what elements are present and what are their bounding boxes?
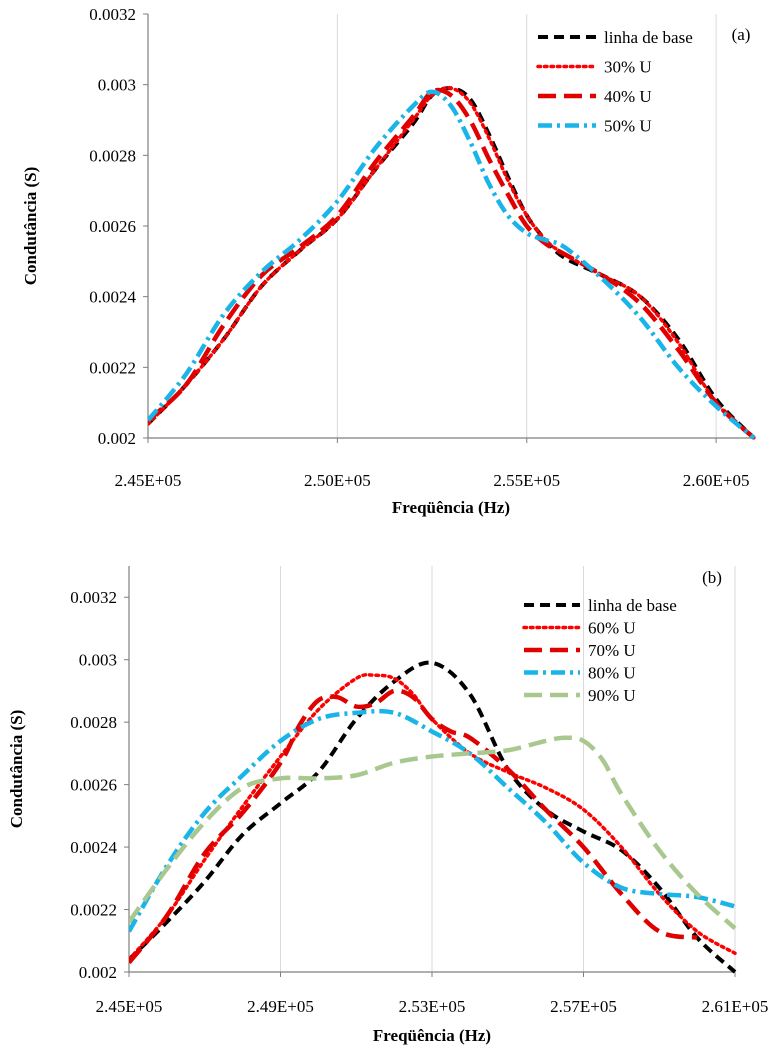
chart-panel-b: 0.002 0.0022 0.0024 0.0026 0.0028 0.003 0.0032… [7, 566, 768, 1045]
x-tick-label: 2.50E+05 [304, 471, 371, 490]
x-tick-label: 2.61E+05 [702, 997, 769, 1016]
y-tick-label: 0.0028 [89, 146, 136, 165]
y-tick-label: 0.0026 [89, 217, 136, 236]
panel-label: (b) [702, 568, 722, 587]
series-line-30pct-u [148, 86, 756, 440]
x-axis-title: Freqüência (Hz) [373, 1026, 491, 1045]
series-line-linha-de-base [148, 86, 756, 440]
legend-label: 30% U [604, 58, 652, 77]
y-tick-label: 0.002 [79, 963, 117, 982]
x-tick-label: 2.45E+05 [96, 997, 163, 1016]
y-tick-label: 0.0032 [70, 588, 117, 607]
y-axis-title: Condutância (S) [21, 167, 40, 286]
y-tick-label: 0.0022 [89, 358, 136, 377]
y-tick-label: 0.0022 [70, 901, 117, 920]
x-tick-label: 2.60E+05 [683, 471, 750, 490]
series-line-80pct-u [129, 708, 736, 933]
legend-label: 70% U [588, 641, 636, 660]
x-tick-label: 2.49E+05 [247, 997, 314, 1016]
y-tick-label: 0.002 [98, 429, 136, 448]
legend-label: 90% U [588, 686, 636, 705]
series-line-60pct-u [129, 672, 737, 962]
y-tick-label: 0.003 [79, 651, 117, 670]
x-tick-label: 2.55E+05 [493, 471, 560, 490]
y-tick-label: 0.0028 [70, 713, 117, 732]
y-axis-title: Condutância (S) [7, 710, 26, 829]
chart-panel-a: 0.002 0.0022 0.0024 0.0026 0.0028 0.003 0.0032… [21, 5, 756, 517]
y-tick-label: 0.0024 [89, 288, 136, 307]
panel-label: (a) [732, 25, 751, 44]
y-tick-label: 0.0024 [70, 838, 117, 857]
x-tick-label: 2.45E+05 [115, 471, 182, 490]
legend-label: linha de base [604, 28, 693, 47]
legend-label: 60% U [588, 619, 636, 638]
y-tick-label: 0.0026 [70, 776, 117, 795]
series-line-70pct-u [129, 688, 698, 965]
legend-label: linha de base [588, 596, 677, 615]
x-axis-title: Freqüência (Hz) [392, 498, 510, 517]
series-line-50pct-u [148, 89, 756, 440]
series-line-40pct-u [148, 87, 756, 440]
x-tick-label: 2.53E+05 [399, 997, 466, 1016]
legend-label: 50% U [604, 117, 652, 136]
x-tick-label: 2.57E+05 [550, 997, 617, 1016]
legend-label: 40% U [604, 87, 652, 106]
legend-label: 80% U [588, 664, 636, 683]
y-tick-label: 0.003 [98, 76, 136, 95]
y-tick-label: 0.0032 [89, 5, 136, 24]
